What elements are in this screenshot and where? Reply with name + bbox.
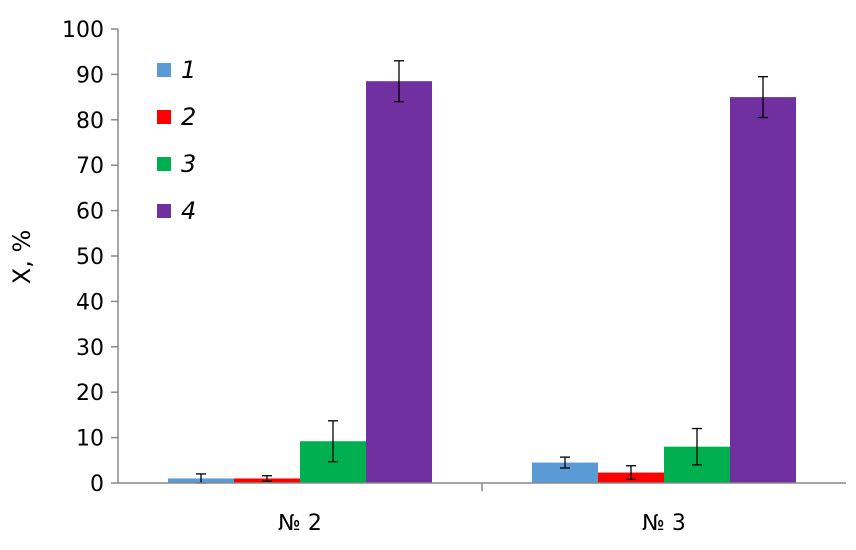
bar-series-1 (532, 462, 598, 483)
y-tick-label: 20 (76, 381, 104, 406)
legend-label: 1 (181, 56, 196, 84)
y-tick-label: 80 (76, 109, 104, 134)
y-axis-title: X, % (8, 230, 36, 285)
x-tick-label: № 3 (642, 511, 686, 536)
bar-series-4 (730, 97, 796, 483)
x-axis-ticks: № 2 № 3 (278, 483, 686, 536)
y-tick-label: 10 (76, 427, 104, 452)
y-tick-label: 100 (62, 18, 104, 43)
y-tick-label: 90 (76, 63, 104, 88)
legend-swatch-2 (157, 110, 171, 124)
y-tick-label: 40 (76, 290, 104, 315)
y-tick-label: 0 (90, 472, 104, 497)
x-tick-label: № 2 (278, 511, 322, 536)
legend-swatch-3 (157, 157, 171, 171)
y-axis-ticks: 0 10 20 30 40 50 60 70 80 90 100 (62, 18, 118, 497)
legend-label: 4 (181, 197, 196, 225)
legend-swatch-1 (157, 63, 171, 77)
legend-label: 2 (181, 103, 196, 131)
legend: 1 2 3 4 (157, 56, 196, 225)
legend-label: 3 (181, 150, 196, 178)
bar-series-4 (366, 81, 432, 484)
error-bars (196, 60, 768, 484)
bars (168, 81, 796, 484)
y-tick-label: 70 (76, 154, 104, 179)
legend-swatch-4 (157, 204, 171, 218)
y-tick-label: 60 (76, 200, 104, 225)
y-tick-label: 30 (76, 336, 104, 361)
y-tick-label: 50 (76, 245, 104, 270)
